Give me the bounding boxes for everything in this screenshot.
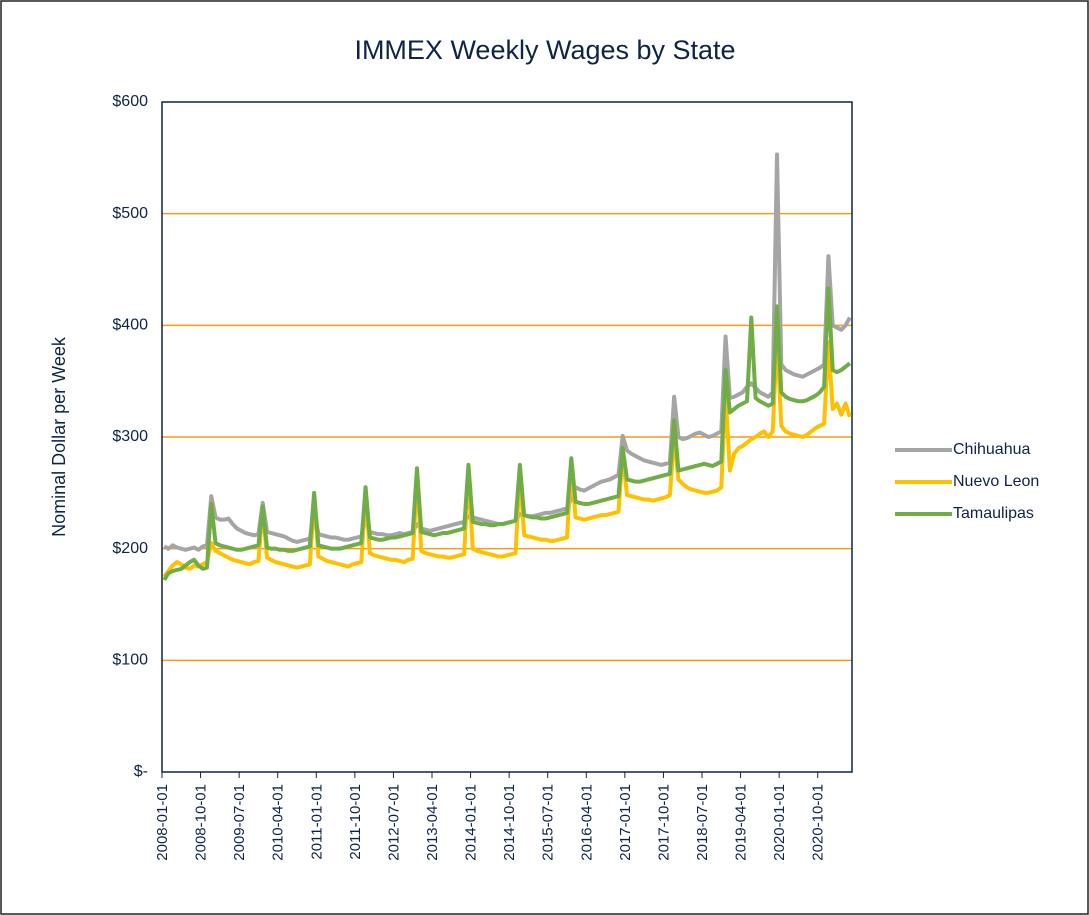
series-line bbox=[162, 286, 852, 582]
x-tick-label: 2011-10-01 bbox=[347, 784, 364, 860]
x-tick-label: 2018-07-01 bbox=[694, 784, 711, 861]
x-tick-label: 2008-01-01 bbox=[154, 784, 171, 861]
plot-frame bbox=[161, 101, 853, 773]
series-line bbox=[162, 334, 852, 578]
x-tick-label: 2008-10-01 bbox=[193, 784, 210, 861]
y-tick-label: $400 bbox=[112, 317, 148, 334]
x-tick-label: 2016-04-01 bbox=[578, 784, 595, 861]
chart-title: IMMEX Weekly Wages by State bbox=[354, 35, 735, 65]
x-tick-label: 2017-10-01 bbox=[655, 784, 672, 861]
legend-label: Chihuahua bbox=[953, 441, 1031, 458]
y-axis-label: Nominal Dollar per Week bbox=[49, 336, 69, 537]
legend-label: Nuevo Leon bbox=[953, 473, 1039, 490]
y-tick-label: $600 bbox=[112, 93, 148, 110]
x-tick-label: 2011-01-01 bbox=[308, 784, 325, 860]
x-tick-label: 2012-07-01 bbox=[385, 784, 402, 861]
x-tick-label: 2009-07-01 bbox=[231, 784, 248, 861]
x-tick-label: 2014-01-01 bbox=[463, 784, 480, 861]
x-tick-label: 2013-04-01 bbox=[424, 784, 441, 861]
x-tick-label: 2019-04-01 bbox=[733, 784, 750, 861]
y-tick-label: $200 bbox=[112, 540, 148, 557]
legend-label: Tamaulipas bbox=[953, 505, 1034, 522]
x-tick-label: 2015-07-01 bbox=[540, 784, 557, 861]
x-tick-label: 2014-10-01 bbox=[501, 784, 518, 861]
x-tick-label: 2017-01-01 bbox=[617, 784, 634, 861]
y-tick-label: $100 bbox=[112, 652, 148, 669]
y-tick-label: $300 bbox=[112, 428, 148, 445]
y-tick-label: $500 bbox=[112, 205, 148, 222]
x-tick-label: 2010-04-01 bbox=[270, 784, 287, 861]
y-tick-label: $- bbox=[134, 763, 148, 780]
x-tick-label: 2020-01-01 bbox=[771, 784, 788, 861]
x-tick-label: 2020-10-01 bbox=[810, 784, 827, 861]
